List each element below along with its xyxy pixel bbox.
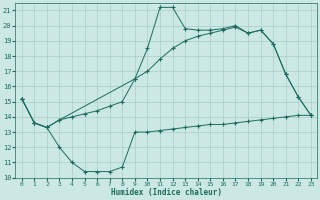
X-axis label: Humidex (Indice chaleur): Humidex (Indice chaleur) <box>111 188 222 197</box>
